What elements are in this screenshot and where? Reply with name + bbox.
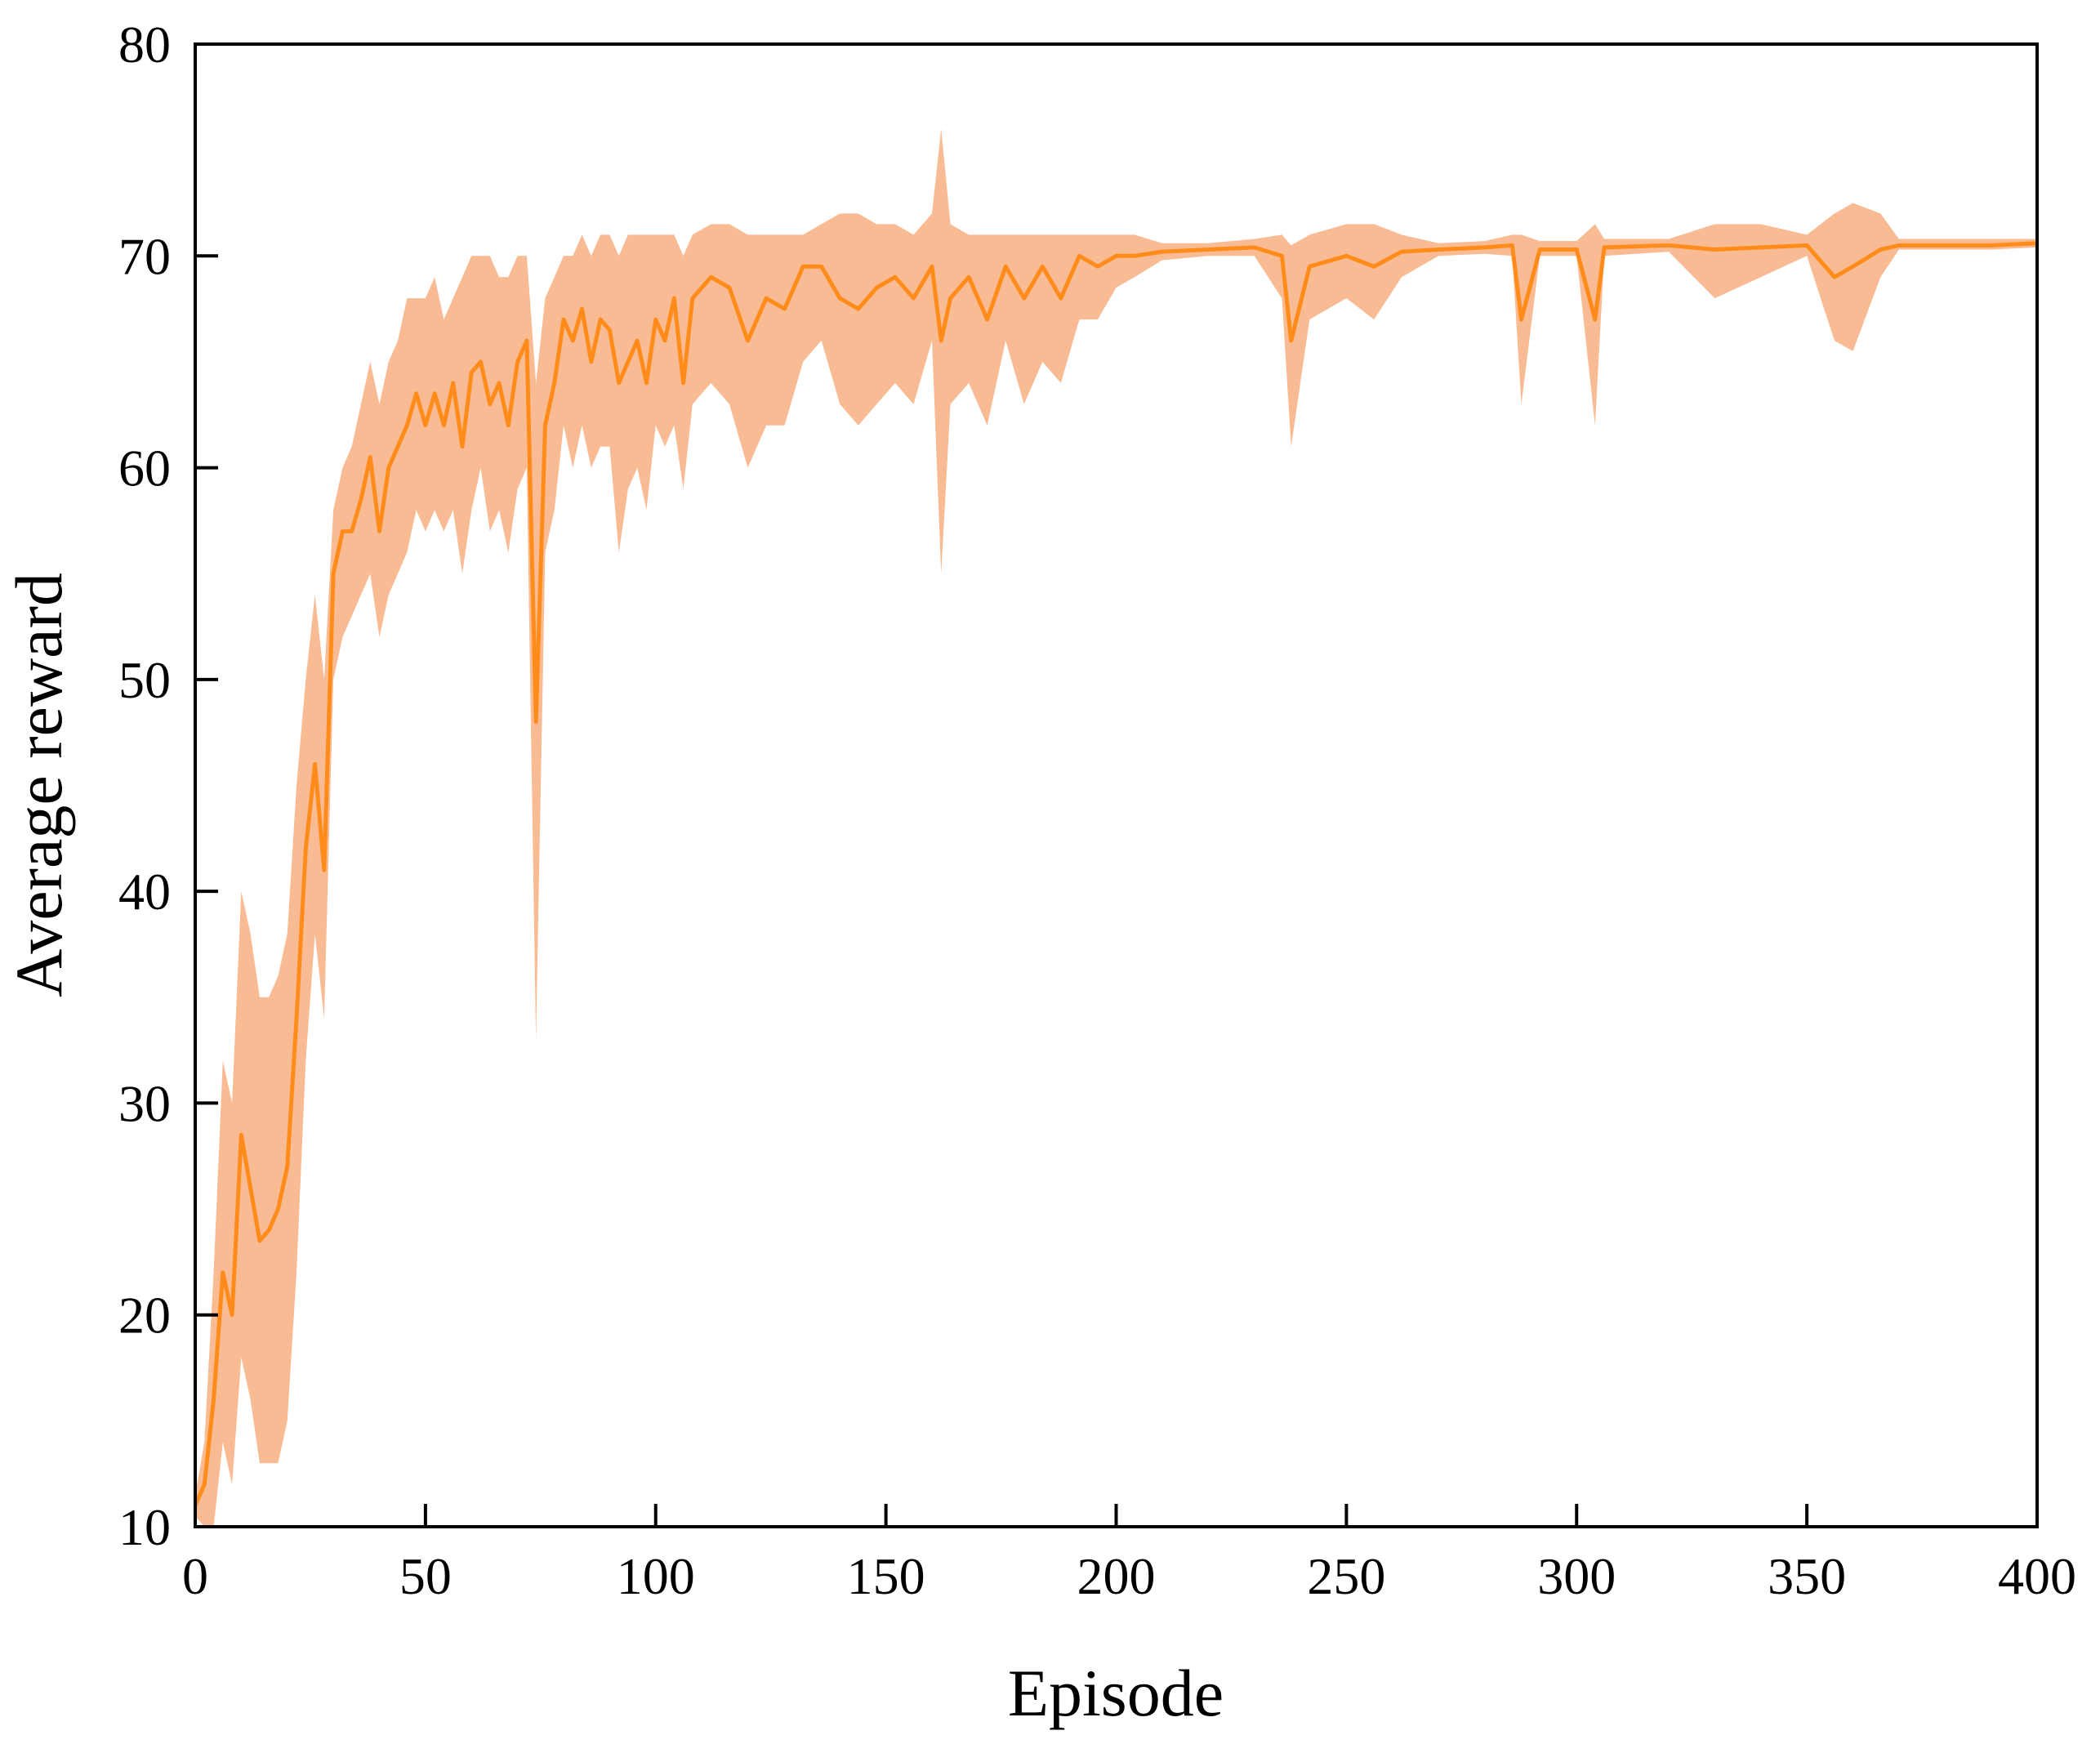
x-tick-label: 300 [1537, 1547, 1616, 1605]
x-tick-label: 250 [1307, 1547, 1385, 1605]
y-tick-label: 40 [118, 863, 171, 921]
y-tick-label: 20 [118, 1287, 171, 1345]
line [193, 241, 2038, 1507]
x-tick-label: 50 [399, 1547, 452, 1605]
y-axis-label: Average reward [2, 573, 76, 997]
x-tick-label: 350 [1768, 1547, 1846, 1605]
y-tick-label: 60 [118, 439, 171, 497]
y-tick-label: 50 [118, 651, 171, 709]
y-tick-label: 80 [118, 16, 171, 74]
x-tick-label: 0 [182, 1547, 208, 1605]
x-axis-label: Episode [1008, 1656, 1224, 1730]
x-tick-label: 150 [847, 1547, 925, 1605]
x-tick-label: 200 [1077, 1547, 1156, 1605]
y-tick-label: 30 [118, 1074, 171, 1132]
y-tick-label: 10 [118, 1498, 171, 1556]
band [195, 128, 2037, 1528]
x-tick-label: 400 [1998, 1547, 2076, 1605]
x-tick-label: 100 [617, 1547, 695, 1605]
y-tick-label: 70 [118, 227, 171, 285]
